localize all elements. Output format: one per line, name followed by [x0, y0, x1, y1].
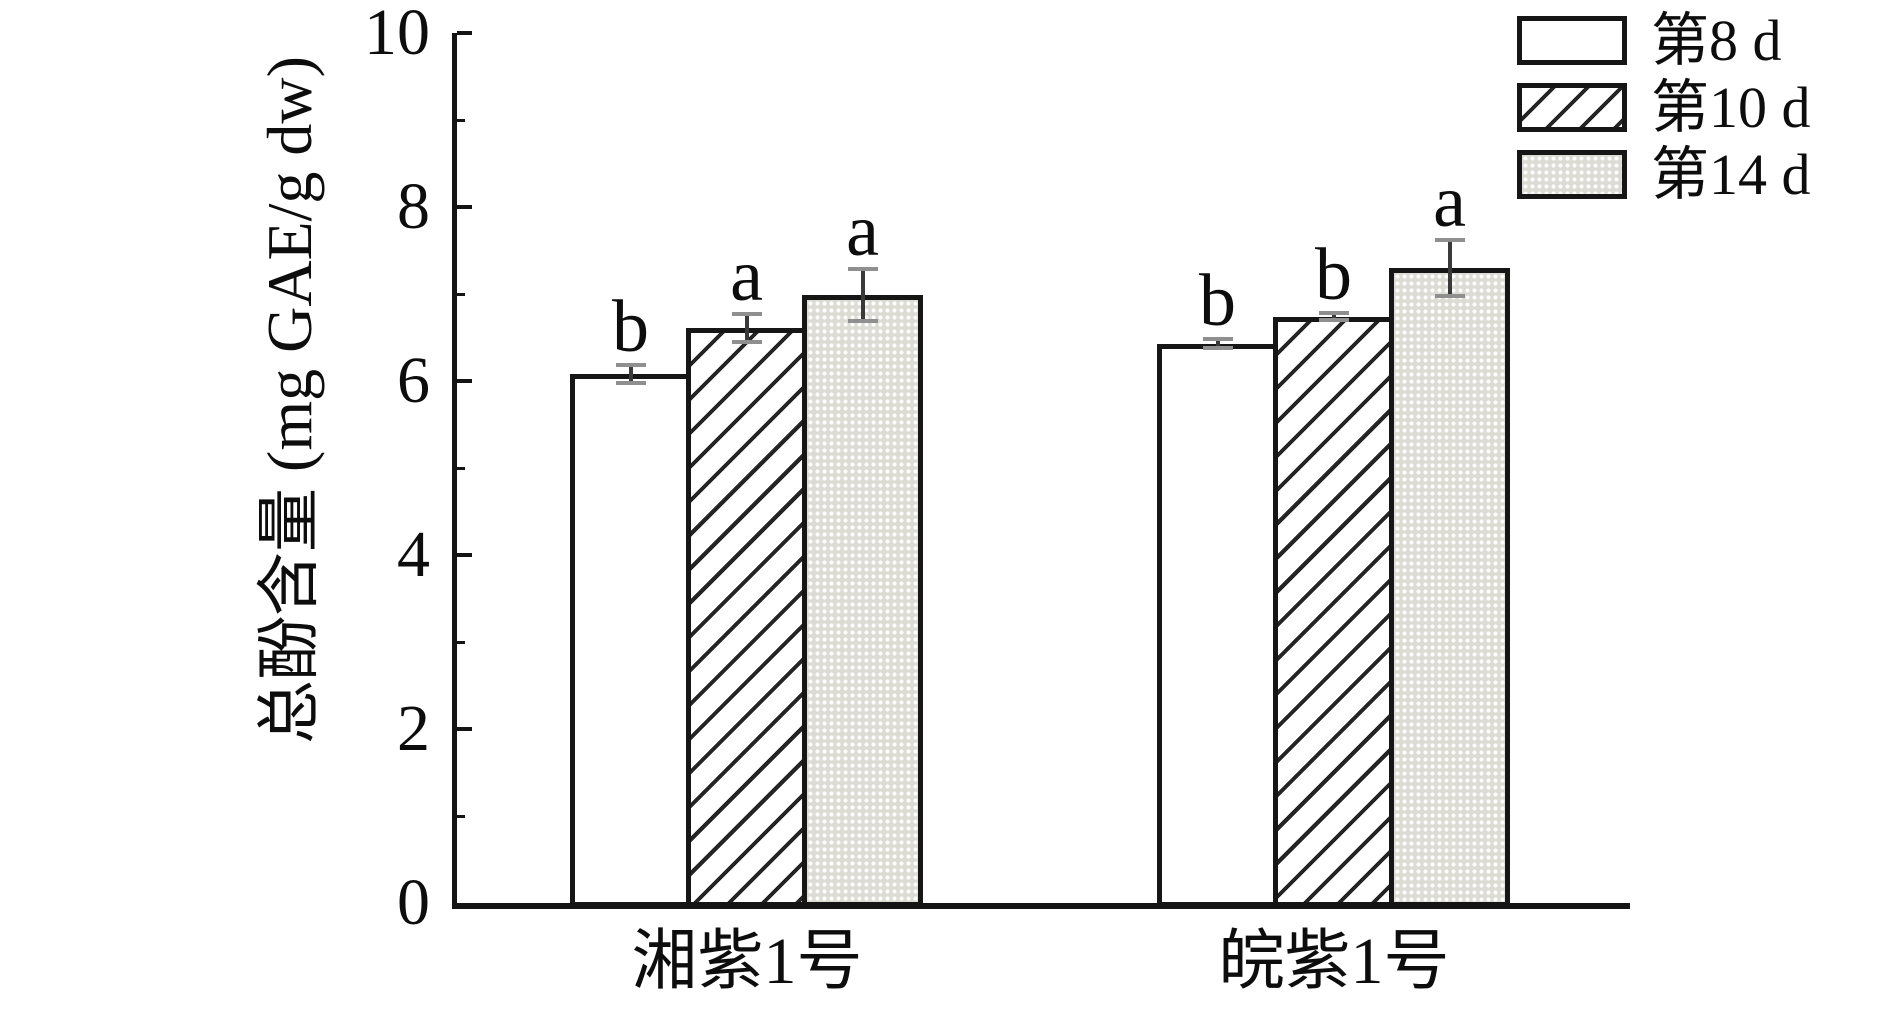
legend-swatch-diagonal-hatch-icon [1517, 83, 1627, 132]
legend-swatch-dot-stipple-icon [1517, 150, 1627, 199]
bar-第10 d-皖紫1号 [1273, 316, 1394, 907]
error-bar-stem [628, 365, 633, 383]
error-bar-cap-bottom [847, 318, 878, 323]
x-category-label-1: 湘紫1号 [631, 925, 863, 998]
significance-letter: b [612, 286, 649, 369]
error-bar-cap-top [615, 363, 646, 368]
legend-label-day8: 第8 d [1651, 7, 1782, 73]
error-bar-cap-top [1318, 311, 1349, 316]
bar-第14 d-皖紫1号 [1389, 267, 1510, 907]
y-axis-title: 总酚含量 (mg GAE/g dw) [254, 56, 325, 744]
error-bar-stem [1447, 240, 1452, 296]
x-axis-line [452, 903, 1630, 909]
y-axis-line [452, 33, 457, 909]
significance-letter: a [1433, 161, 1466, 244]
x-category-label-2: 皖紫1号 [1218, 925, 1450, 998]
y-tick-label: 10 [364, 0, 430, 69]
legend-row-day10: 第10 d [1517, 74, 1811, 140]
error-bar-stem [1215, 339, 1220, 348]
y-tick-label: 8 [397, 170, 430, 243]
error-bar-cap-top [1202, 337, 1233, 342]
error-bar-cap-bottom [731, 339, 762, 344]
significance-letter: a [846, 189, 879, 272]
y-minor-tick [457, 466, 465, 470]
y-tick-label: 6 [397, 344, 430, 417]
y-minor-tick [457, 292, 465, 296]
error-bar-cap-top [847, 266, 878, 271]
y-major-tick [457, 379, 472, 383]
legend-row-day14: 第14 d [1517, 141, 1811, 207]
y-minor-tick [457, 640, 465, 644]
error-bar-stem [860, 268, 865, 321]
bar-第14 d-湘紫1号 [802, 294, 923, 907]
error-bar-cap-bottom [1318, 318, 1349, 323]
error-bar-cap-bottom [1202, 345, 1233, 350]
error-bar-cap-bottom [1434, 293, 1465, 298]
significance-letter: b [1199, 260, 1236, 343]
error-bar-stem [1331, 313, 1336, 321]
error-bar-stem [744, 314, 749, 342]
bar-第10 d-湘紫1号 [686, 327, 807, 907]
bar-第8 d-湘紫1号 [570, 374, 691, 907]
significance-letter: b [1315, 234, 1352, 317]
y-tick-label: 2 [397, 692, 430, 765]
bar-第8 d-皖紫1号 [1157, 343, 1278, 907]
y-major-tick [457, 727, 472, 731]
significance-letter: a [730, 235, 763, 317]
error-bar-cap-bottom [615, 380, 646, 385]
y-major-tick [457, 205, 472, 209]
legend-label-day14: 第14 d [1651, 141, 1811, 207]
error-bar-cap-top [731, 312, 762, 316]
legend-label-day10: 第10 d [1651, 74, 1811, 140]
legend: 第8 d 第10 d 第14 d [1517, 7, 1811, 217]
y-tick-label: 0 [397, 866, 430, 939]
legend-swatch-solid-white-icon [1517, 16, 1627, 65]
legend-row-day8: 第8 d [1517, 7, 1811, 73]
error-bar-cap-top [1434, 238, 1465, 243]
y-major-tick [457, 553, 472, 557]
y-minor-tick [457, 118, 465, 122]
y-tick-label: 4 [397, 518, 430, 591]
y-minor-tick [457, 814, 465, 818]
y-major-tick [457, 31, 472, 35]
